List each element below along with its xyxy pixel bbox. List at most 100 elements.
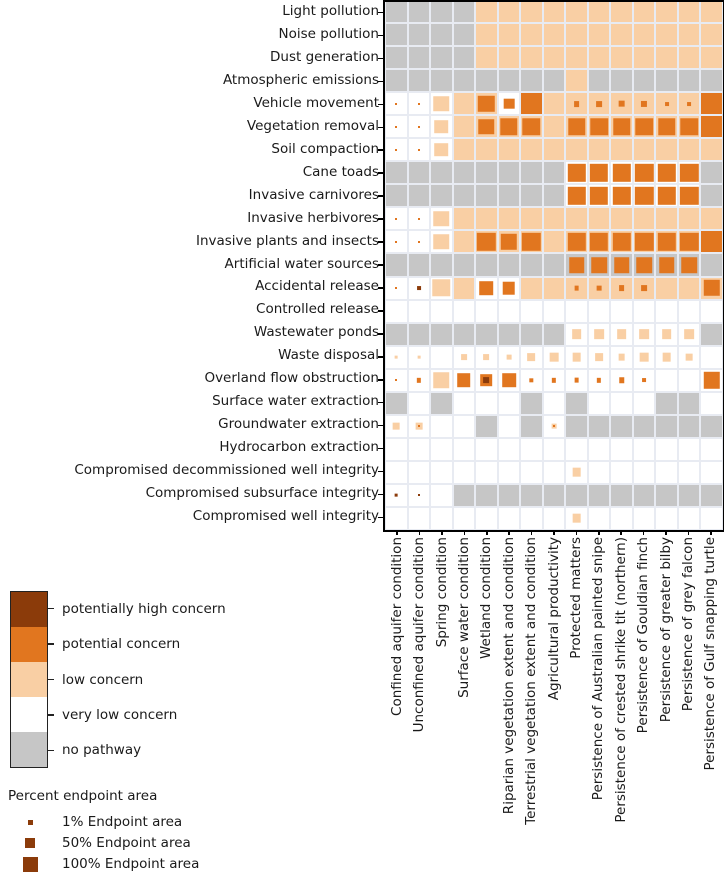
endpoint-area-square [395, 379, 398, 382]
matrix-cell [611, 162, 632, 184]
matrix-cell [543, 392, 565, 414]
matrix-cell [588, 392, 610, 414]
endpoint-area-square [552, 425, 555, 428]
matrix-cell [498, 116, 520, 138]
colorbar-label: low concern [62, 671, 144, 688]
endpoint-area-square [572, 468, 581, 477]
matrix-cell [566, 139, 587, 161]
matrix-cell [566, 47, 587, 69]
matrix-cell [498, 185, 520, 207]
matrix-cell [701, 1, 722, 23]
matrix-cell [656, 438, 677, 460]
matrix-cell [498, 461, 520, 483]
matrix-cell [476, 323, 497, 345]
endpoint-area-square [417, 217, 420, 220]
matrix-cell [543, 24, 565, 46]
right-axis-spine [722, 0, 724, 531]
endpoint-area-square [502, 281, 516, 295]
endpoint-area-square [417, 494, 420, 497]
matrix-cell [543, 438, 565, 460]
matrix-cell [521, 93, 542, 115]
matrix-cell [701, 116, 722, 138]
row-label: Noise pollution [278, 25, 380, 42]
matrix-cell [543, 323, 565, 345]
matrix-cell [386, 346, 407, 368]
col-label: Wetland condition [478, 537, 495, 660]
endpoint-area-square [479, 281, 494, 295]
matrix-cell [566, 185, 587, 207]
matrix-cell [656, 254, 677, 276]
y-axis-tick [378, 470, 383, 473]
endpoint-area-square [572, 352, 581, 362]
y-axis-tick [378, 11, 383, 14]
matrix-cell [453, 438, 475, 460]
matrix-cell [633, 208, 655, 230]
matrix-cell [678, 231, 700, 253]
endpoint-area-square [457, 373, 471, 387]
endpoint-area-square [395, 125, 398, 128]
endpoint-area-square [395, 217, 398, 220]
matrix-cell [611, 438, 632, 460]
endpoint-area-square [612, 186, 631, 206]
y-axis-tick [378, 241, 383, 243]
matrix-cell [476, 93, 497, 115]
matrix-cell [521, 47, 542, 69]
matrix-cell [408, 254, 430, 276]
matrix-cell [678, 323, 700, 345]
matrix-cell [678, 484, 700, 506]
endpoint-area-square [433, 372, 450, 388]
matrix-cell [476, 185, 497, 207]
endpoint-area-square [574, 285, 579, 291]
y-axis-tick [378, 172, 383, 174]
matrix-cell [611, 116, 632, 138]
colorbar-tick [48, 714, 54, 716]
endpoint-area-square [685, 353, 693, 361]
matrix-cell [476, 346, 497, 368]
matrix-cell [543, 484, 565, 506]
matrix-cell [701, 93, 722, 115]
matrix-cell [408, 484, 430, 506]
matrix-cell [588, 70, 610, 92]
endpoint-area-square [641, 285, 648, 291]
colorbar-tick [48, 643, 54, 645]
endpoint-area-square [433, 95, 450, 112]
matrix-cell [566, 24, 587, 46]
matrix-cell [431, 254, 452, 276]
matrix-cell [431, 208, 452, 230]
matrix-cell [521, 461, 542, 483]
endpoint-area-square [687, 101, 692, 106]
matrix-cell [701, 139, 722, 161]
matrix-cell [633, 277, 655, 299]
y-axis-tick [378, 126, 383, 128]
matrix-cell [386, 24, 407, 46]
matrix-cell [611, 254, 632, 276]
endpoint-area-square [590, 117, 608, 136]
matrix-cell [498, 231, 520, 253]
endpoint-area-square [634, 186, 654, 206]
endpoint-area-square [612, 117, 631, 136]
endpoint-area-square [639, 329, 649, 339]
matrix-cell [476, 438, 497, 460]
matrix-cell [386, 254, 407, 276]
endpoint-area-square [616, 329, 627, 339]
endpoint-area-square [612, 232, 631, 252]
endpoint-area-square [417, 102, 420, 105]
matrix-cell [588, 24, 610, 46]
matrix-cell [633, 369, 655, 391]
y-axis-tick [378, 333, 383, 335]
concern-colorbar [10, 591, 48, 768]
endpoint-area-square [395, 287, 398, 290]
matrix-cell [386, 116, 407, 138]
size-legend-marker [22, 856, 38, 872]
matrix-cell [656, 47, 677, 69]
matrix-cell [656, 24, 677, 46]
matrix-cell [476, 116, 497, 138]
colorbar-label: potentially high concern [62, 600, 226, 617]
matrix-cell [408, 300, 430, 322]
colorbar-segment [11, 627, 47, 662]
matrix-cell [588, 438, 610, 460]
endpoint-area-square [417, 240, 420, 243]
matrix-cell [453, 392, 475, 414]
matrix-cell [678, 185, 700, 207]
endpoint-area-square [613, 257, 630, 273]
